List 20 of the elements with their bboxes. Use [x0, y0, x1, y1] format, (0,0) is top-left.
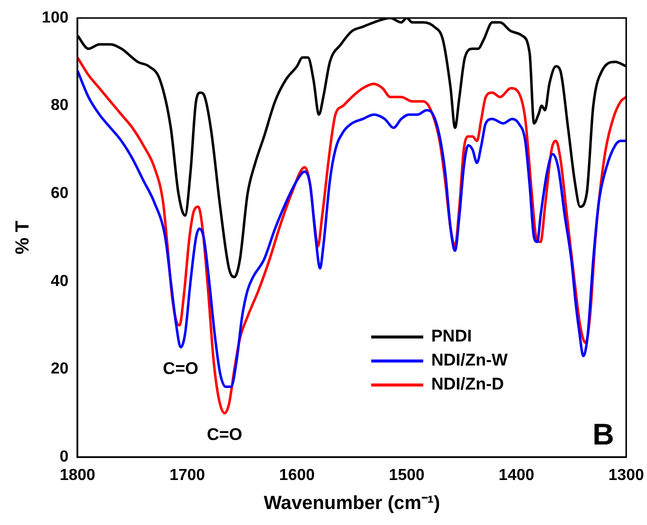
x-tick-label: 1500	[388, 467, 425, 484]
y-tick-label: 20	[50, 360, 69, 378]
y-axis-title: % T	[12, 220, 34, 254]
x-tick-label: 1800	[60, 467, 96, 484]
y-tick-label: 40	[50, 272, 69, 290]
y-tick-label: 100	[42, 9, 69, 26]
x-axis-title: Wavenumber (cm⁻¹)	[264, 492, 440, 514]
x-tick-label: 1600	[279, 467, 315, 484]
x-tick-label: 1400	[498, 467, 534, 484]
annotation: C=O	[206, 424, 242, 444]
x-tick-label: 1700	[169, 467, 206, 484]
legend-label: PNDI	[431, 326, 472, 346]
y-tick-label: 0	[60, 448, 69, 466]
annotation: C=O	[162, 358, 198, 378]
y-tick-label: 60	[50, 185, 69, 202]
legend-label: NDI/Zn-D	[431, 374, 504, 394]
x-tick-label: 1300	[608, 467, 644, 484]
annotation: B	[592, 418, 614, 452]
legend-label: NDI/Zn-W	[431, 350, 509, 370]
y-tick-label: 80	[50, 97, 69, 114]
